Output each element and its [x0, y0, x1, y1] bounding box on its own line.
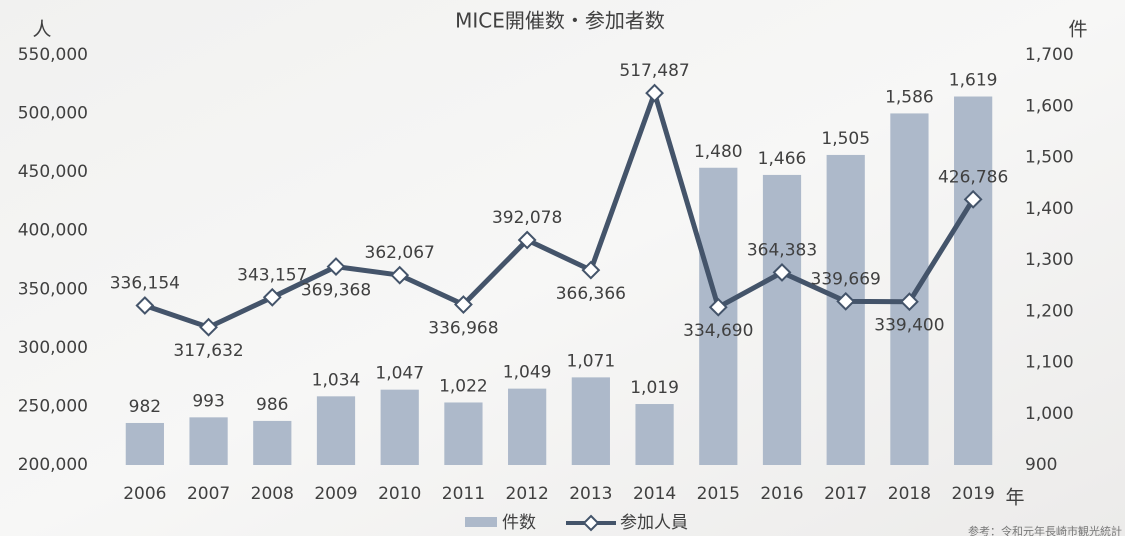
bar-value-label: 1,586 [885, 87, 934, 107]
line-marker [772, 263, 792, 282]
bar-value-label: 1,022 [439, 376, 488, 396]
bar [954, 96, 993, 465]
bar [508, 388, 547, 465]
y-tick-label: 300,000 [18, 338, 88, 358]
x-tick-label: 2015 [697, 484, 740, 504]
legend-swatch [465, 517, 497, 527]
x-tick-label: 2011 [442, 484, 485, 504]
line-value-label: 369,368 [301, 281, 371, 301]
y-tick-label: 400,000 [18, 221, 88, 241]
bar [253, 420, 292, 465]
y2-tick-label: 1,200 [1025, 301, 1074, 321]
bar-value-label: 1,047 [375, 364, 424, 384]
line-marker [517, 230, 537, 250]
bar-value-label: 1,480 [694, 142, 743, 162]
y-tick-label: 250,000 [18, 396, 88, 416]
line-value-label: 364,383 [747, 240, 817, 260]
line-marker [581, 260, 601, 280]
x-tick-label: 2018 [888, 484, 931, 504]
y-tick-label: 500,000 [18, 104, 88, 124]
line-marker [836, 291, 856, 311]
bar-value-label: 1,466 [758, 149, 807, 169]
y2-tick-label: 1,400 [1025, 199, 1074, 219]
line-value-label: 426,786 [938, 167, 1008, 187]
bar [571, 377, 610, 465]
line-marker [454, 295, 473, 314]
chart-title: MICE開催数・参加者数 [455, 9, 665, 33]
line-marker [963, 189, 983, 209]
line [144, 85, 976, 330]
line-marker [900, 292, 919, 312]
x-tick-label: 2006 [123, 484, 166, 504]
x-tick-label: 2013 [569, 484, 612, 504]
bar [762, 174, 802, 466]
line-value-label: 362,067 [365, 243, 435, 263]
y2-tick-label: 1,600 [1025, 96, 1074, 116]
bar-value-label: 1,505 [821, 129, 870, 149]
y2-tick-label: 1,000 [1025, 404, 1074, 424]
bar-value-label: 982 [129, 397, 161, 417]
bar-value-label: 1,619 [949, 71, 998, 91]
line-value-label: 317,632 [173, 341, 243, 361]
x-axis-label: 年 [1005, 487, 1024, 509]
bar-value-label: 993 [192, 391, 224, 411]
bar [635, 404, 674, 465]
y-axis-label: 人 [32, 19, 51, 41]
bar-value-label: 1,019 [630, 378, 679, 398]
line-value-label: 392,078 [492, 208, 562, 228]
bar [189, 417, 228, 465]
x-tick-label: 2019 [952, 484, 995, 504]
y-tick-label: 200,000 [18, 455, 88, 475]
x-tick-label: 2016 [760, 484, 803, 504]
x-tick-label: 2014 [633, 484, 676, 504]
line-marker [390, 265, 410, 285]
x-tick-label: 2017 [824, 484, 867, 504]
bar-value-label: 986 [256, 395, 288, 415]
bar-value-label: 1,049 [503, 363, 552, 383]
line-marker [199, 317, 218, 337]
x-tick-label: 2007 [187, 484, 230, 504]
x-tick-label: 2010 [378, 484, 421, 504]
line-marker [326, 257, 346, 277]
line-marker [708, 297, 728, 317]
bar [316, 396, 356, 465]
y-tick-label: 450,000 [18, 162, 88, 182]
line-value-label: 336,154 [110, 274, 180, 294]
line-marker [645, 83, 664, 103]
legend-swatch [582, 514, 600, 532]
line-marker [135, 296, 155, 315]
line-value-label: 343,157 [237, 265, 307, 285]
line-value-label: 517,487 [619, 61, 689, 81]
y2-tick-label: 900 [1025, 455, 1057, 475]
y2-axis-label: 件 [1068, 19, 1087, 41]
line-marker [262, 287, 282, 307]
x-tick-label: 2008 [251, 484, 294, 504]
legend-label: 参加人員 [620, 513, 688, 533]
bar-value-label: 1,071 [567, 351, 616, 371]
bar [890, 113, 929, 466]
line-value-label: 339,669 [811, 269, 881, 289]
source-note: 参考：令和元年長崎市観光統計 [968, 524, 1122, 536]
bar [380, 389, 419, 465]
bar [125, 422, 164, 465]
y2-tick-label: 1,700 [1025, 45, 1074, 65]
y2-tick-label: 1,500 [1025, 148, 1074, 168]
x-tick-label: 2012 [506, 484, 549, 504]
legend-label: 件数 [502, 513, 536, 533]
y2-tick-label: 1,100 [1025, 353, 1074, 373]
y-tick-label: 550,000 [18, 45, 88, 65]
line-value-label: 339,400 [874, 316, 944, 336]
line-value-label: 366,366 [556, 284, 626, 304]
y2-tick-label: 1,300 [1025, 250, 1074, 270]
line-value-label: 334,690 [683, 321, 753, 341]
bar [444, 402, 483, 465]
bar-value-label: 1,034 [312, 370, 361, 390]
line-value-label: 336,968 [428, 319, 498, 339]
y-tick-label: 350,000 [18, 279, 88, 299]
x-tick-label: 2009 [314, 484, 357, 504]
